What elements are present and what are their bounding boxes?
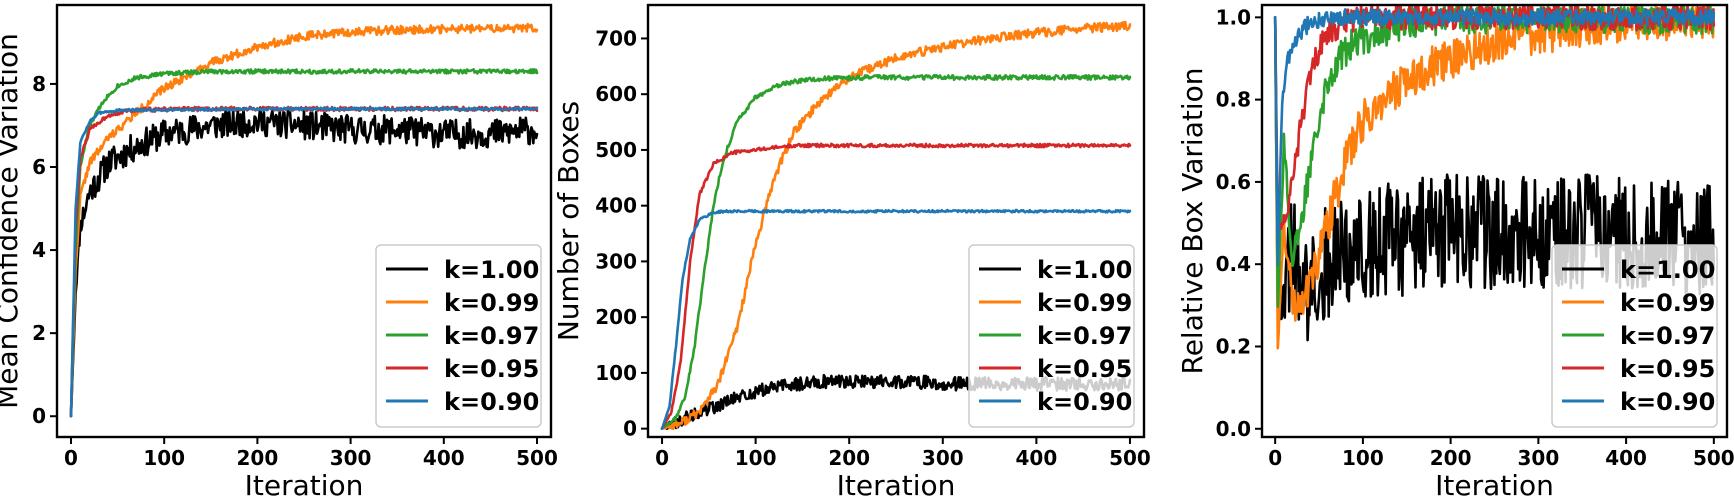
- y-tick-label: 600: [595, 82, 637, 106]
- y-tick-label: 0: [32, 404, 46, 428]
- x-tick-label: 200: [1430, 446, 1472, 470]
- x-tick-label: 500: [1693, 446, 1734, 470]
- legend-label: k=1.00: [1620, 256, 1715, 284]
- legend-label: k=0.90: [1037, 388, 1132, 416]
- y-tick-label: 0.6: [1216, 170, 1251, 194]
- x-tick-label: 300: [330, 446, 372, 470]
- y-tick-label: 8: [32, 72, 46, 96]
- series-line-1: [660, 20, 1132, 431]
- y-tick-label: 400: [595, 194, 637, 218]
- x-tick-label: 0: [655, 446, 669, 470]
- y-tick-label: 500: [595, 138, 637, 162]
- y-tick-label: 6: [32, 155, 46, 179]
- y-tick-label: 0.4: [1216, 252, 1251, 276]
- x-tick-label: 100: [735, 446, 777, 470]
- x-axis-label: Iteration: [837, 469, 956, 498]
- x-tick-label: 400: [1605, 446, 1647, 470]
- y-tick-label: 200: [595, 305, 637, 329]
- axes-frame: [55, 3, 553, 439]
- x-tick-label: 300: [922, 446, 964, 470]
- legend-label: k=0.97: [1620, 322, 1715, 350]
- legend-label: k=0.95: [444, 355, 539, 383]
- x-tick-label: 100: [143, 446, 185, 470]
- legend-box: [1551, 244, 1718, 428]
- y-axis-label: Relative Box Variation: [1176, 68, 1209, 375]
- legend-label: k=0.90: [444, 388, 539, 416]
- series-line-0: [69, 106, 539, 418]
- legend-box: [968, 244, 1135, 428]
- legend-box: [375, 244, 542, 428]
- y-tick-label: 0: [623, 417, 637, 441]
- axes-frame: [1260, 3, 1729, 439]
- y-tick-label: 0.0: [1216, 417, 1251, 441]
- legend: k=1.00 k=0.99 k=0.97 k=0.95 k=0.90: [1551, 244, 1718, 428]
- legend-label: k=0.97: [444, 322, 539, 350]
- x-axis-label: Iteration: [1435, 469, 1554, 498]
- x-tick-label: 0: [64, 446, 78, 470]
- series-line-4: [1273, 7, 1716, 267]
- series-line-4: [660, 208, 1132, 430]
- y-tick-label: 100: [595, 361, 637, 385]
- y-tick-label: 0.8: [1216, 88, 1251, 112]
- series-line-2: [69, 68, 539, 418]
- axes-frame: [646, 3, 1146, 439]
- panel-mean-confidence-variation: 0 100 200 300 400 500 0 2 4 6 8 Iteration Mean Confi…: [0, 3, 558, 498]
- y-tick-label: 700: [595, 26, 637, 50]
- legend: k=1.00 k=0.99 k=0.97 k=0.95 k=0.90: [968, 244, 1135, 428]
- series-line-3: [660, 142, 1132, 430]
- series-line-1: [69, 22, 539, 418]
- x-tick-label: 300: [1517, 446, 1559, 470]
- legend-label: k=0.99: [444, 289, 539, 317]
- legend-label: k=0.99: [1037, 289, 1132, 317]
- y-axis-label: Number of Boxes: [552, 101, 585, 341]
- legend-label: k=0.97: [1037, 322, 1132, 350]
- legend-label: k=0.95: [1037, 355, 1132, 383]
- series-lines: [69, 22, 539, 418]
- y-tick-label: 0.2: [1216, 334, 1251, 358]
- series-line-4: [69, 106, 539, 418]
- legend-label: k=1.00: [1037, 256, 1132, 284]
- series-line-2: [660, 73, 1132, 430]
- panel-number-of-boxes: 0 100 200 300 400 500 0 100 200 300 400 500 600 700 It…: [552, 3, 1151, 498]
- x-tick-label: 500: [516, 446, 558, 470]
- x-tick-label: 0: [1268, 446, 1282, 470]
- panel-relative-box-variation: 0 100 200 300 400 500 0.0 0.2 0.4 0.6 0.8 1.0 Iterat…: [1176, 3, 1734, 498]
- legend-label: k=0.99: [1620, 289, 1715, 317]
- legend-label: k=1.00: [444, 256, 539, 284]
- y-tick-label: 300: [595, 249, 637, 273]
- legend: k=1.00 k=0.99 k=0.97 k=0.95 k=0.90: [375, 244, 542, 428]
- x-tick-label: 400: [1016, 446, 1058, 470]
- legend-label: k=0.90: [1620, 388, 1715, 416]
- x-tick-label: 100: [1342, 446, 1384, 470]
- x-axis-label: Iteration: [245, 469, 364, 498]
- x-tick-label: 200: [828, 446, 870, 470]
- y-tick-label: 4: [32, 238, 46, 262]
- y-tick-label: 2: [32, 321, 46, 345]
- y-axis-label: Mean Confidence Variation: [0, 33, 24, 409]
- x-tick-label: 400: [423, 446, 465, 470]
- y-tick-label: 1.0: [1216, 5, 1251, 29]
- legend-label: k=0.95: [1620, 355, 1715, 383]
- x-tick-label: 500: [1109, 446, 1151, 470]
- x-tick-label: 200: [237, 446, 279, 470]
